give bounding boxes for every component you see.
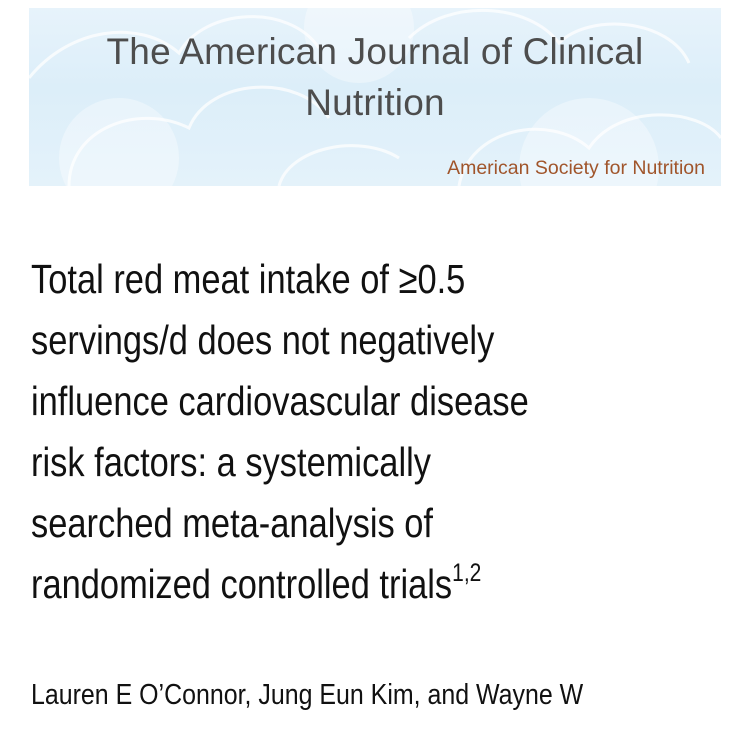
article-title-line-6-text: randomized controlled trials xyxy=(31,561,453,607)
article-title-line-4: risk factors: a systemically xyxy=(31,439,431,485)
journal-title-line-2: Nutrition xyxy=(305,82,445,123)
article-title-line-5: searched meta-analysis of xyxy=(31,500,434,546)
article-title-line-3: influence cardiovascular disease xyxy=(31,378,529,424)
cloud-background-graphic xyxy=(29,8,721,186)
publisher-name: American Society for Nutrition xyxy=(447,157,705,179)
author-list: Lauren E O’Connor, Jung Eun Kim, and Way… xyxy=(31,679,584,711)
article-title-line-6: randomized controlled trials1,2 xyxy=(31,554,619,615)
journal-title-line-1: The American Journal of Clinical xyxy=(106,31,644,72)
journal-title: The American Journal of Clinical Nutriti… xyxy=(29,26,721,128)
footnote-marks: 1,2 xyxy=(452,559,482,587)
article-title: Total red meat intake of ≥0.5 servings/d… xyxy=(31,249,619,615)
article-title-line-1: Total red meat intake of ≥0.5 xyxy=(31,256,466,302)
journal-banner: The American Journal of Clinical Nutriti… xyxy=(29,8,721,186)
article-title-line-2: servings/d does not negatively xyxy=(31,317,495,363)
